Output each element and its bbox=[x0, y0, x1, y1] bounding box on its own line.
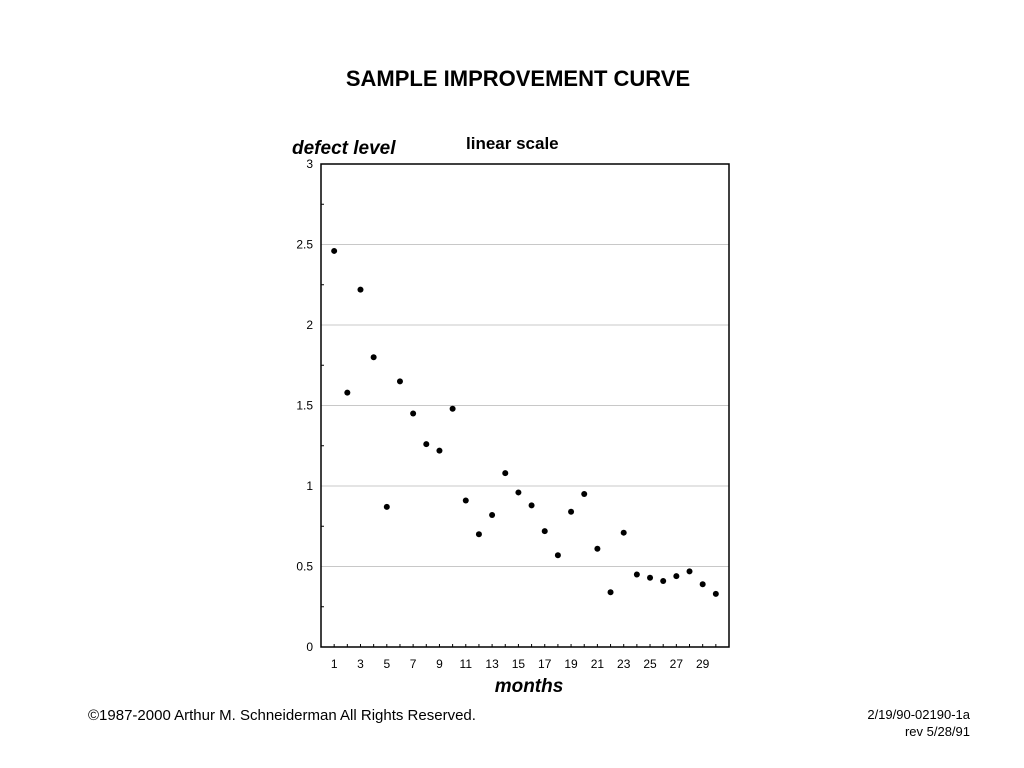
data-point bbox=[370, 354, 377, 361]
data-point bbox=[673, 573, 680, 580]
x-tick-label: 19 bbox=[564, 657, 578, 671]
x-tick-label: 29 bbox=[696, 657, 710, 671]
data-point bbox=[660, 577, 667, 584]
x-tick-label: 25 bbox=[643, 657, 657, 671]
data-point bbox=[396, 378, 403, 385]
x-tick-label: 3 bbox=[357, 657, 364, 671]
x-tick-label: 13 bbox=[485, 657, 499, 671]
data-point bbox=[331, 247, 338, 254]
data-point bbox=[541, 528, 548, 535]
data-point bbox=[344, 389, 351, 396]
data-point bbox=[357, 286, 364, 293]
data-point bbox=[528, 502, 535, 509]
y-tick-label: 1.5 bbox=[296, 399, 313, 413]
x-tick-label: 15 bbox=[512, 657, 526, 671]
y-tick-label: 0.5 bbox=[296, 560, 313, 574]
data-point bbox=[581, 491, 588, 498]
copyright-notice: ©1987-2000 Arthur M. Schneiderman All Ri… bbox=[88, 707, 476, 724]
data-point bbox=[554, 552, 561, 559]
x-tick-label: 9 bbox=[436, 657, 443, 671]
data-point bbox=[436, 447, 443, 454]
data-point bbox=[712, 590, 719, 597]
y-tick-label: 3 bbox=[306, 157, 313, 171]
x-tick-label: 5 bbox=[383, 657, 390, 671]
data-point bbox=[515, 489, 522, 496]
chart-subtitle: linear scale bbox=[466, 134, 559, 153]
data-point bbox=[410, 410, 417, 417]
x-tick-label: 27 bbox=[670, 657, 684, 671]
x-tick-label: 1 bbox=[331, 657, 338, 671]
revision-date: rev 5/28/91 bbox=[904, 724, 970, 739]
data-point bbox=[699, 581, 706, 588]
data-point bbox=[383, 503, 390, 510]
x-tick-label: 23 bbox=[617, 657, 631, 671]
data-point bbox=[423, 441, 430, 448]
x-tick-label: 17 bbox=[538, 657, 552, 671]
x-tick-label: 7 bbox=[410, 657, 417, 671]
data-point bbox=[594, 545, 601, 552]
data-point bbox=[620, 529, 627, 536]
data-point bbox=[502, 470, 509, 477]
x-tick-label: 11 bbox=[460, 657, 473, 671]
data-point bbox=[475, 531, 482, 538]
y-tick-label: 1 bbox=[306, 479, 313, 493]
data-point bbox=[647, 574, 654, 581]
data-point bbox=[633, 571, 640, 578]
y-tick-label: 2 bbox=[306, 318, 313, 332]
data-point bbox=[449, 405, 456, 412]
y-tick-label: 2.5 bbox=[296, 238, 313, 252]
x-axis-label: months bbox=[495, 676, 564, 697]
document-reference: 2/19/90-02190-1a rev 5/28/91 bbox=[867, 706, 970, 740]
data-point bbox=[686, 568, 693, 575]
y-tick-label: 0 bbox=[306, 640, 313, 654]
data-point bbox=[607, 589, 614, 596]
data-point bbox=[568, 508, 575, 515]
x-tick-label: 21 bbox=[591, 657, 605, 671]
document-id: 2/19/90-02190-1a bbox=[867, 707, 970, 722]
data-point bbox=[489, 511, 496, 518]
data-point bbox=[462, 497, 469, 504]
chart-title: SAMPLE IMPROVEMENT CURVE bbox=[345, 66, 691, 91]
y-axis-label: defect level bbox=[292, 138, 396, 159]
plot-frame bbox=[320, 163, 730, 648]
